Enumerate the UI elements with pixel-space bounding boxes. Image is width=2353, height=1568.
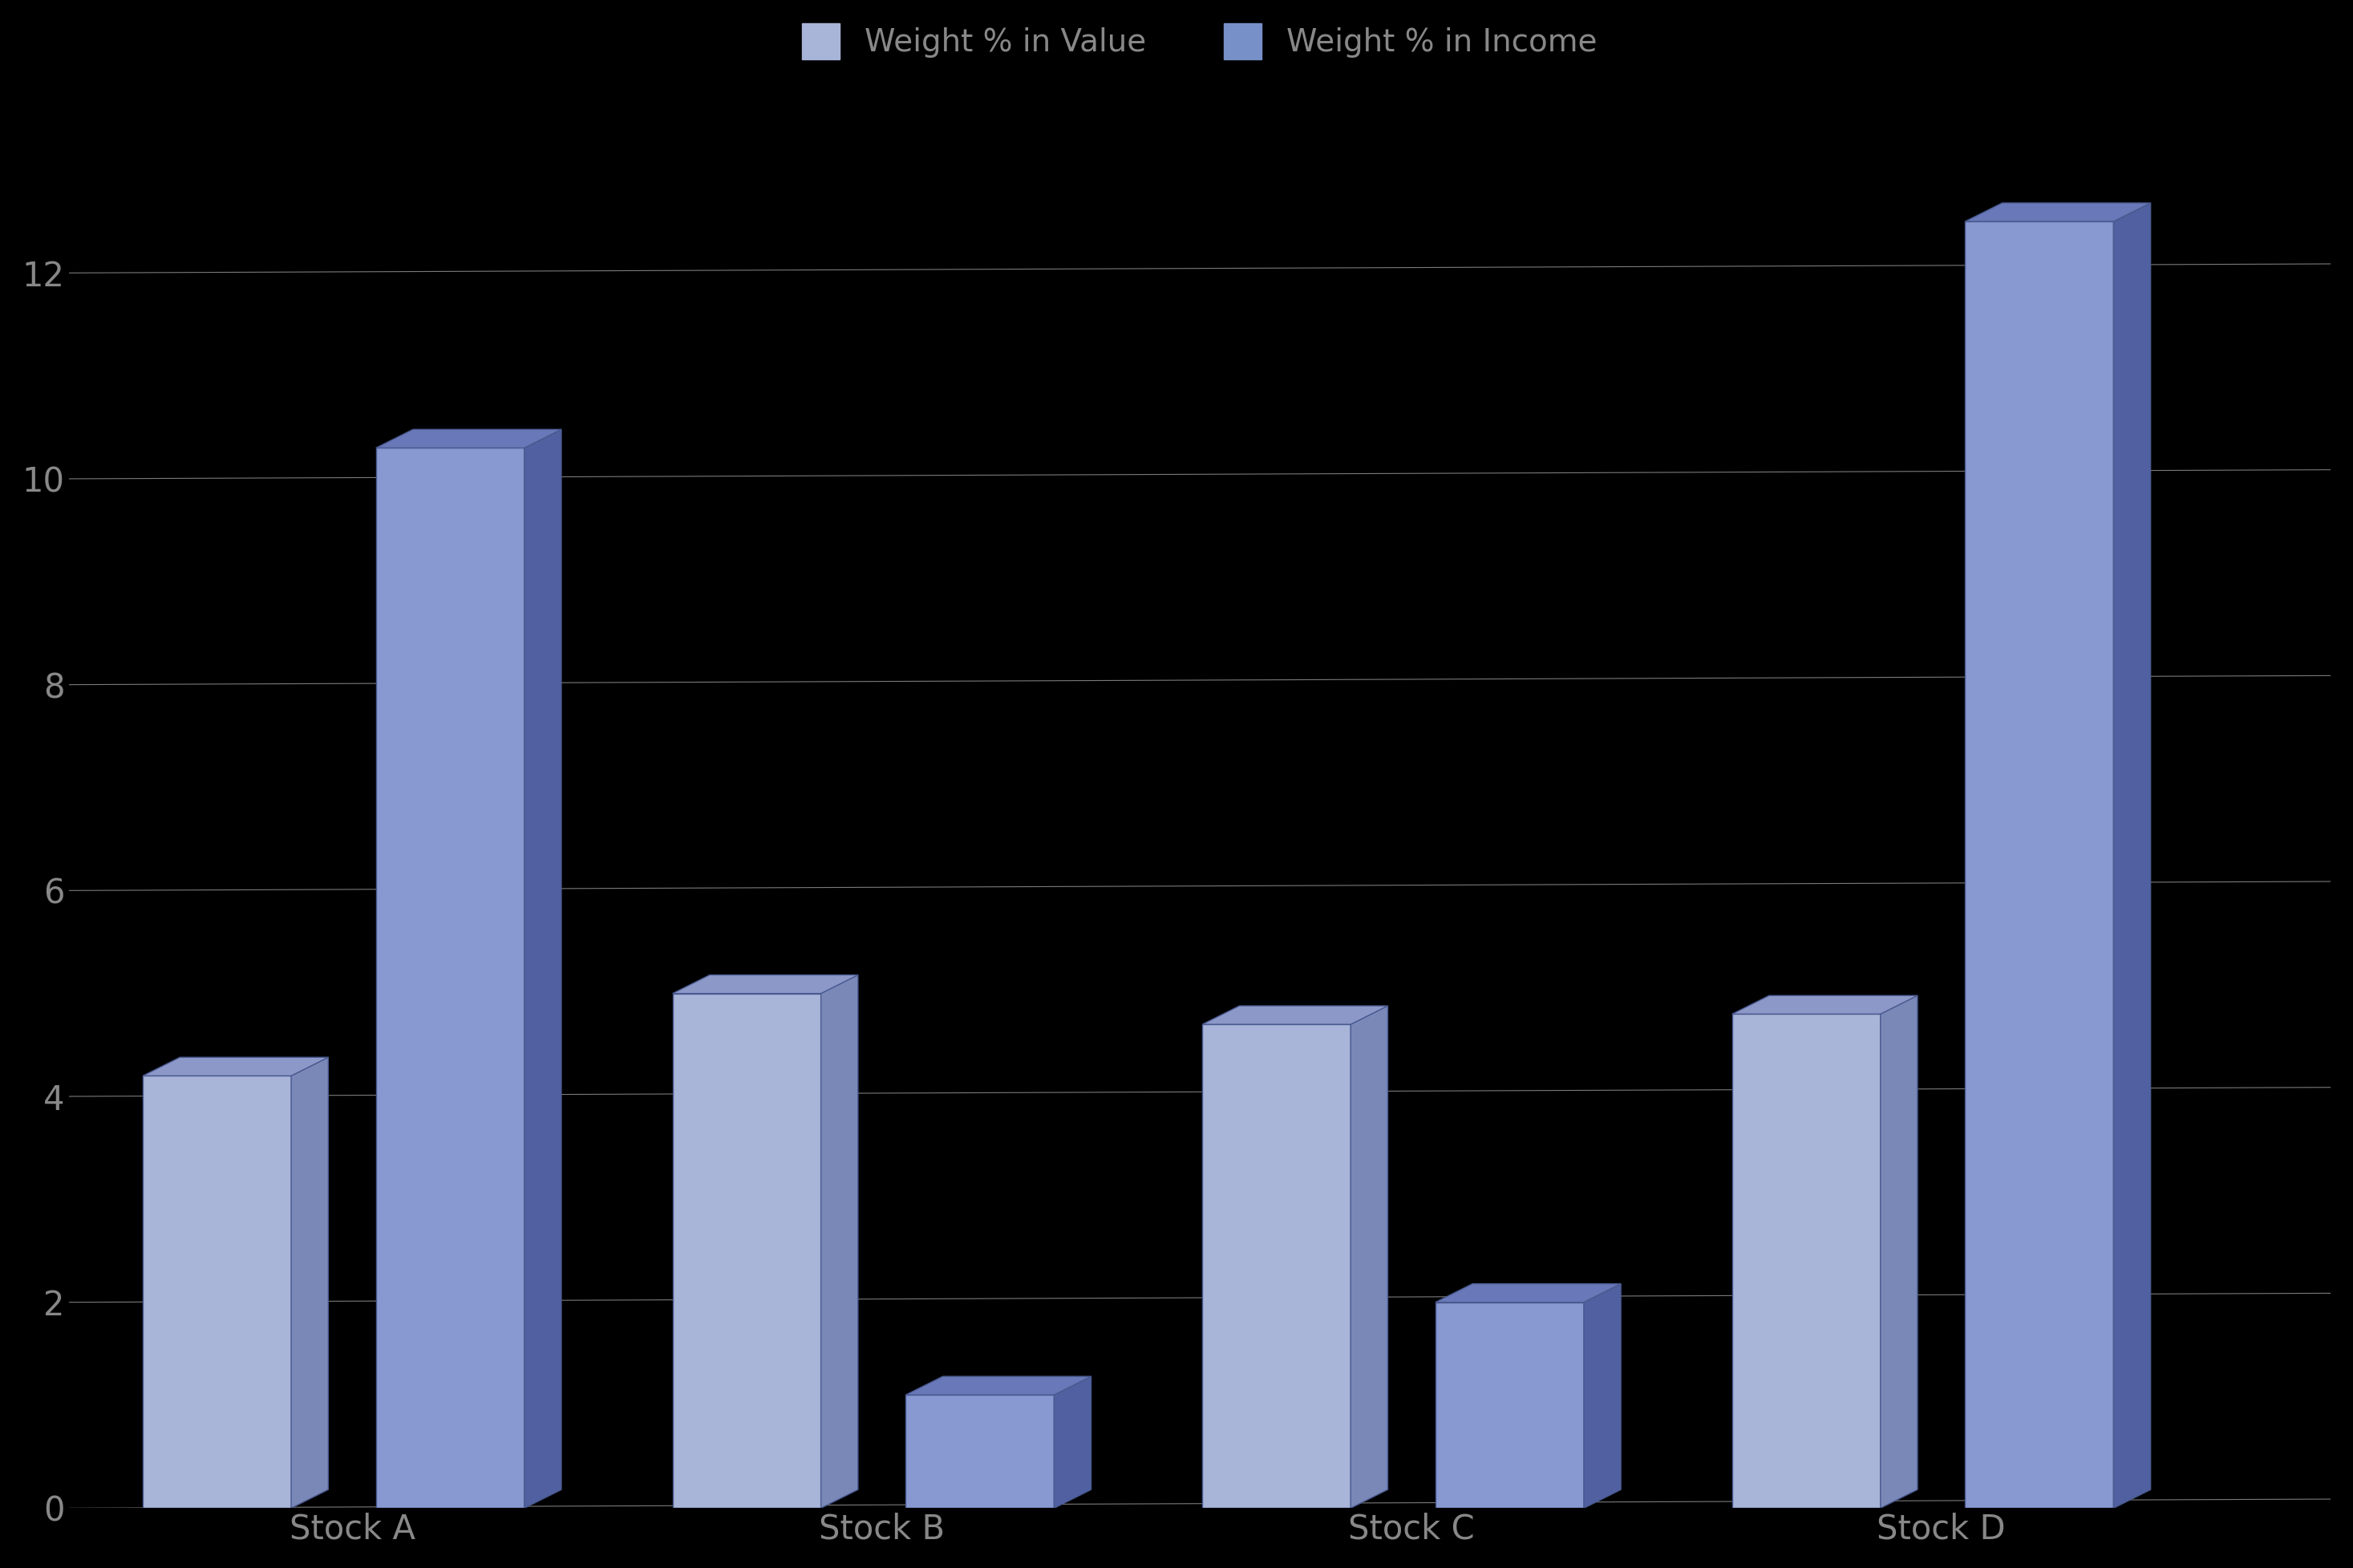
Polygon shape <box>2113 202 2151 1508</box>
Polygon shape <box>292 1057 329 1508</box>
Polygon shape <box>1351 1005 1388 1508</box>
Polygon shape <box>376 430 562 448</box>
Polygon shape <box>376 448 525 1508</box>
Polygon shape <box>673 975 859 994</box>
Polygon shape <box>1965 221 2113 1508</box>
Polygon shape <box>821 975 859 1508</box>
Polygon shape <box>144 1076 292 1508</box>
Polygon shape <box>1732 1014 1880 1508</box>
Polygon shape <box>1732 996 1918 1014</box>
Polygon shape <box>1435 1284 1621 1303</box>
Polygon shape <box>525 430 562 1508</box>
Polygon shape <box>1435 1303 1584 1508</box>
Polygon shape <box>673 994 821 1508</box>
Polygon shape <box>1965 202 2151 221</box>
Legend: Weight % in Value, Weight % in Income: Weight % in Value, Weight % in Income <box>791 11 1609 72</box>
Polygon shape <box>1202 1005 1388 1024</box>
Polygon shape <box>906 1396 1054 1508</box>
Polygon shape <box>906 1377 1092 1396</box>
Polygon shape <box>1584 1284 1621 1508</box>
Polygon shape <box>1054 1377 1092 1508</box>
Polygon shape <box>1880 996 1918 1508</box>
Polygon shape <box>144 1057 329 1076</box>
Polygon shape <box>1202 1024 1351 1508</box>
